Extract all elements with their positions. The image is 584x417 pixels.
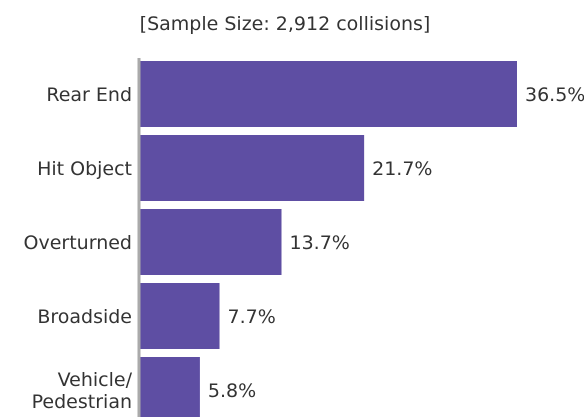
bar-4: [140, 357, 200, 417]
category-label-1: Hit Object: [37, 158, 132, 180]
value-label-1: 21.7%: [372, 158, 432, 180]
value-label-2: 13.7%: [290, 232, 350, 254]
bar-3: [140, 283, 220, 349]
category-label-4-line-0: Vehicle/: [58, 369, 133, 391]
category-label-3-line-0: Broadside: [37, 306, 132, 328]
value-label-0: 36.5%: [525, 84, 584, 106]
chart-subtitle: [Sample Size: 2,912 collisions]: [140, 13, 431, 35]
category-label-2-line-0: Overturned: [24, 232, 132, 254]
category-label-4: Vehicle/Pedestrian: [32, 369, 133, 413]
category-label-0-line-0: Rear End: [46, 84, 132, 106]
bars-layer: 36.5% Rear End 21.7% Hit Object 13.7% Overtur…: [24, 61, 584, 417]
category-label-4-line-1: Pedestrian: [32, 391, 132, 413]
value-label-3: 7.7%: [228, 306, 276, 328]
category-label-0: Rear End: [46, 84, 132, 106]
bar-2: [140, 209, 282, 275]
category-label-1-line-0: Hit Object: [37, 158, 132, 180]
bar-1: [140, 135, 365, 201]
category-label-3: Broadside: [37, 306, 132, 328]
bar-0: [140, 61, 517, 127]
category-label-2: Overturned: [24, 232, 132, 254]
value-label-4: 5.8%: [208, 380, 256, 402]
